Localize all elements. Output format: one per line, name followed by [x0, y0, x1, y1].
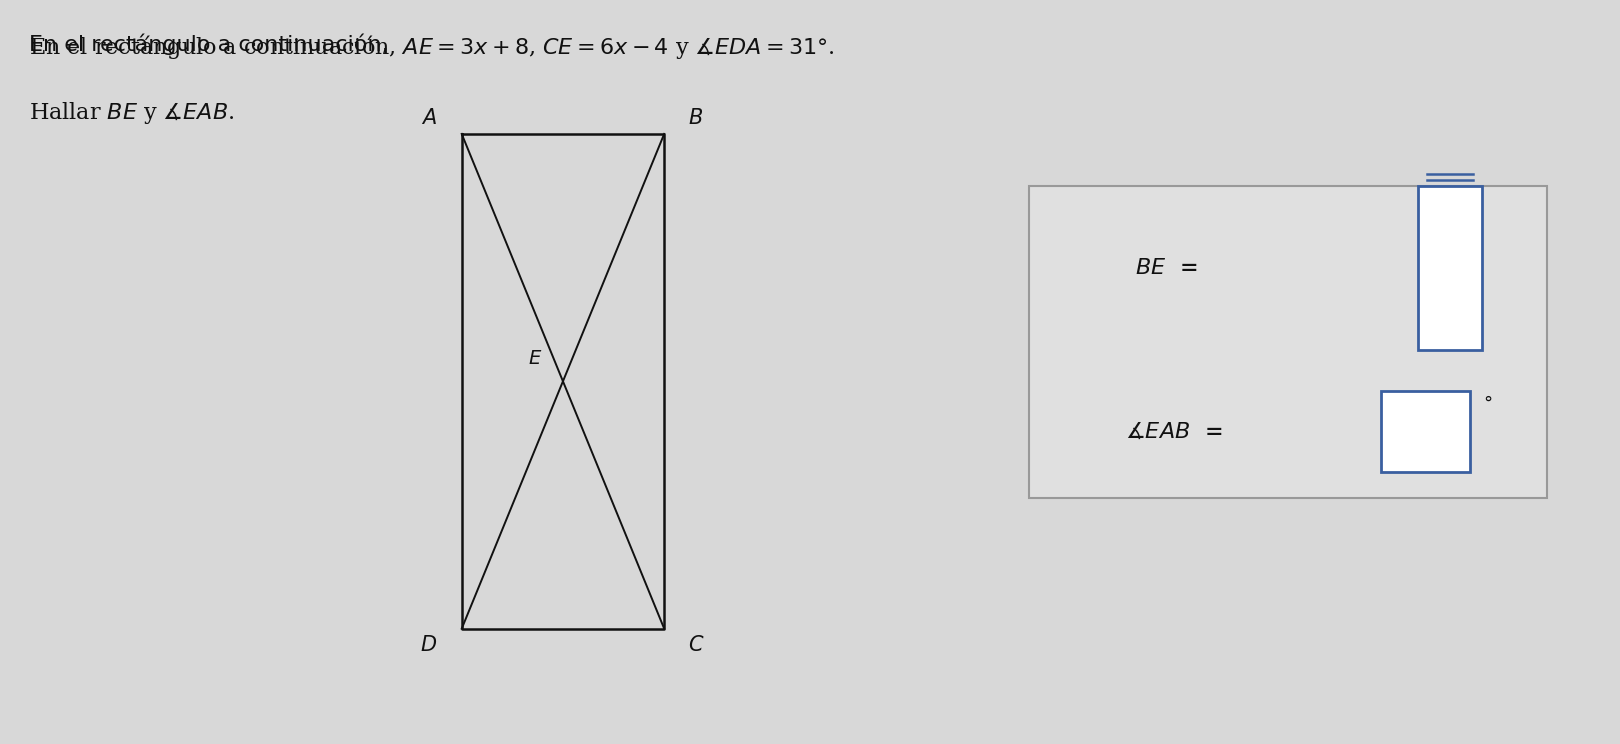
- Text: $E$: $E$: [528, 350, 541, 368]
- Text: °: °: [1482, 394, 1492, 412]
- Text: Hallar $BE$ y $\measuredangle EAB$.: Hallar $BE$ y $\measuredangle EAB$.: [29, 100, 235, 126]
- Text: $D$: $D$: [420, 635, 437, 655]
- Bar: [1380, 391, 1471, 472]
- Text: En el rectángulo a continuación, $AE = 3x + 8$, $CE = 6x - 4$ y $\measuredangle : En el rectángulo a continuación, $AE = 3…: [29, 33, 836, 62]
- Text: $B$: $B$: [688, 108, 703, 128]
- Text: $A$: $A$: [421, 108, 437, 128]
- Text: $\measuredangle EAB$  =: $\measuredangle EAB$ =: [1126, 420, 1223, 443]
- Bar: [1418, 186, 1482, 350]
- Bar: [1029, 186, 1547, 498]
- Text: $C$: $C$: [688, 635, 705, 655]
- Text: $BE$  =: $BE$ =: [1136, 257, 1197, 279]
- Text: En el rectángulo a continuación,: En el rectángulo a continuación,: [29, 33, 395, 55]
